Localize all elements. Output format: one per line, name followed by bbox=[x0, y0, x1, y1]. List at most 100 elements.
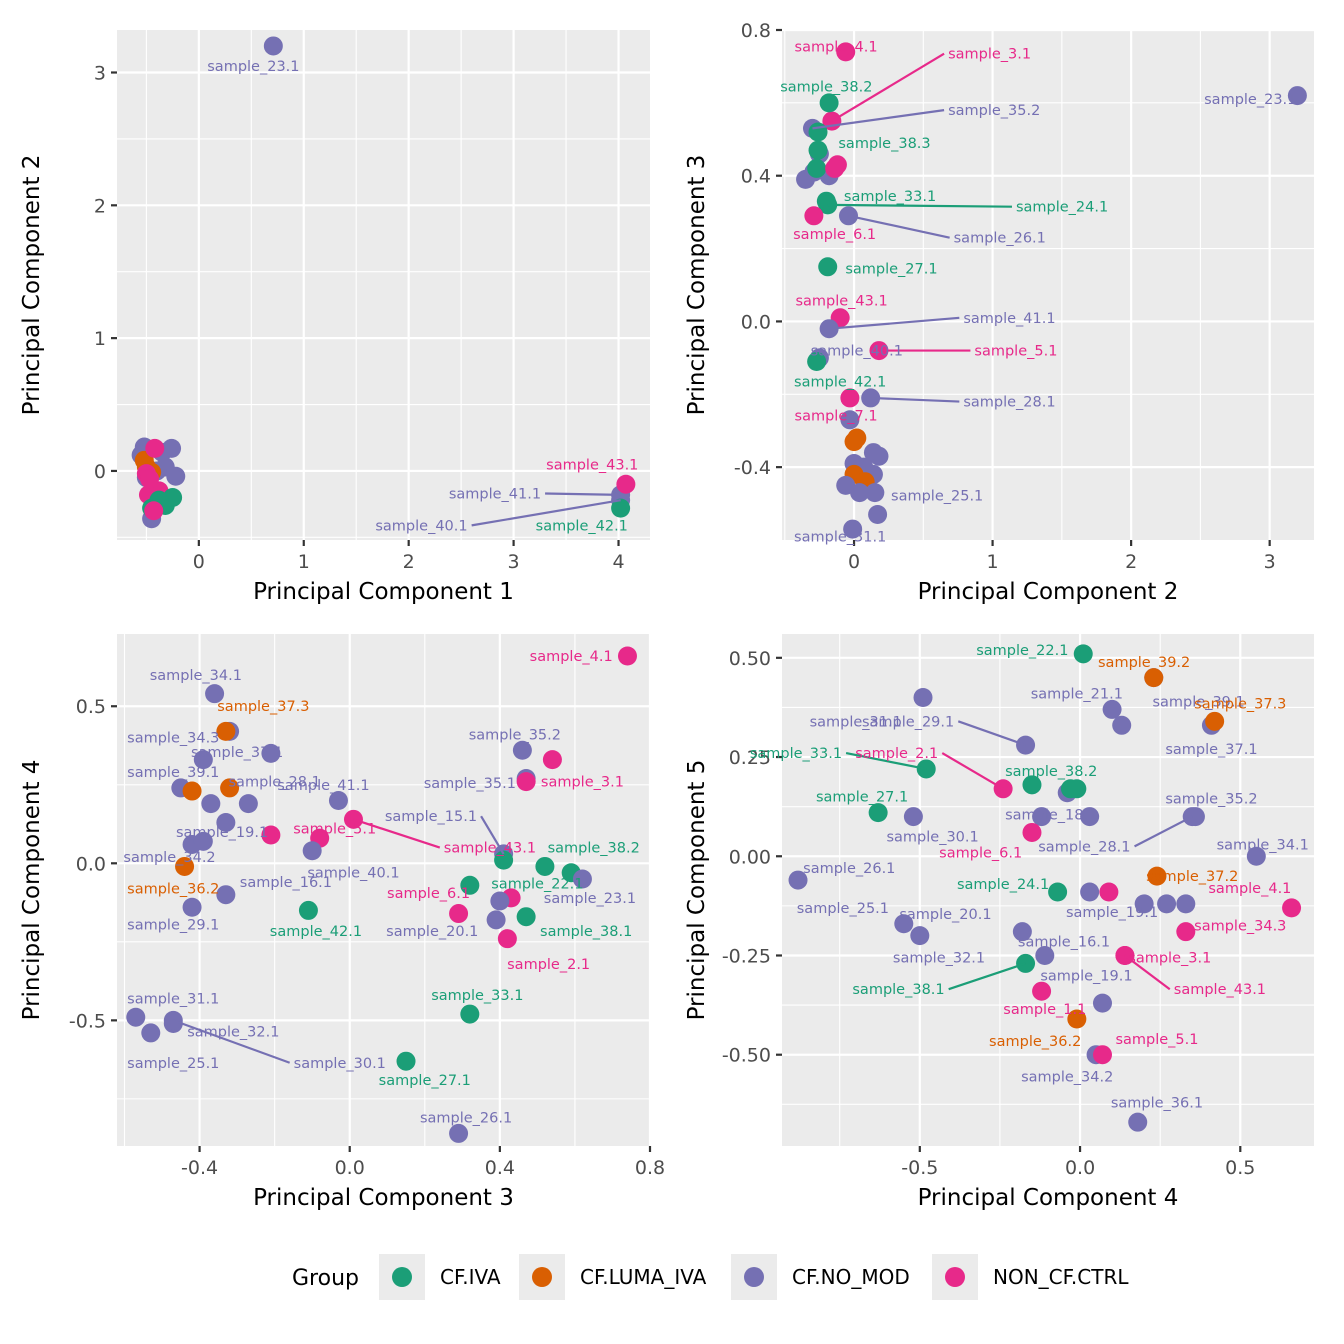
point-label: sample_34.2 bbox=[1021, 1070, 1113, 1086]
data-point bbox=[1287, 86, 1307, 106]
point-label: sample_19.1 bbox=[1040, 968, 1132, 984]
x-axis-title: Principal Component 4 bbox=[918, 1185, 1179, 1211]
label-segment bbox=[845, 751, 927, 771]
point-label: sample_36.2 bbox=[127, 881, 219, 897]
point-label: sample_6.1 bbox=[793, 227, 876, 243]
point-label: sample_2.1 bbox=[855, 746, 938, 762]
point-label: sample_28.1 bbox=[229, 775, 321, 791]
legend-item-cf-luma-iva: CF.LUMA_IVA bbox=[519, 1254, 707, 1300]
data-point bbox=[1080, 882, 1100, 902]
point-label: sample_40.1 bbox=[811, 344, 903, 360]
point-label: sample_7.1 bbox=[795, 408, 878, 424]
data-point bbox=[1246, 846, 1266, 866]
data-point bbox=[840, 388, 860, 408]
x-tick-label: 0.0 bbox=[335, 1157, 365, 1179]
data-point bbox=[850, 483, 870, 503]
panel-pc4-vs-pc5: -0.5 0.0 0.5 -0.50 -0.25 0.00 0.25 0.50 Principa… bbox=[684, 634, 1314, 1211]
data-point bbox=[238, 794, 258, 814]
data-point bbox=[1022, 775, 1042, 795]
data-point bbox=[1035, 945, 1055, 965]
point-label: sample_26.1 bbox=[803, 861, 895, 877]
point-label: sample_3.1 bbox=[948, 47, 1031, 63]
point-label: sample_39.1 bbox=[1152, 694, 1244, 710]
data-point bbox=[145, 438, 165, 458]
point-label: sample_25.1 bbox=[127, 1056, 219, 1072]
data-point bbox=[1144, 668, 1164, 688]
x-tick-label: 0 bbox=[193, 551, 205, 573]
point-label: sample_16.1 bbox=[240, 875, 332, 891]
data-point bbox=[808, 122, 828, 142]
y-tick-label: 2 bbox=[94, 195, 106, 217]
label-segment bbox=[848, 214, 950, 239]
plot-background bbox=[117, 30, 650, 540]
point-label: sample_40.1 bbox=[375, 518, 467, 534]
point-label: sample_42.1 bbox=[794, 375, 886, 391]
labels-layer: sample_4.1 sample_34.1 sample_37.3 sample_3… bbox=[123, 649, 639, 1127]
point-label: sample_4.1 bbox=[530, 649, 613, 665]
label-segment bbox=[471, 499, 621, 527]
point-label: sample_35.1 bbox=[424, 776, 516, 792]
data-point bbox=[396, 1051, 416, 1071]
y-tick-label: 0.25 bbox=[729, 747, 771, 769]
data-point bbox=[807, 158, 827, 178]
data-point bbox=[512, 740, 532, 760]
data-point bbox=[175, 856, 195, 876]
x-tick-label: 0 bbox=[848, 551, 860, 573]
point-label: sample_37.1 bbox=[191, 745, 283, 761]
data-point bbox=[126, 1007, 146, 1027]
point-label: sample_27.1 bbox=[816, 790, 908, 806]
data-point bbox=[1022, 822, 1042, 842]
legend: Group CF.IVA CF.LUMA_IVA CF.NO_MOD NON_C… bbox=[292, 1254, 1129, 1300]
data-point bbox=[825, 158, 845, 178]
point-label: sample_38.3 bbox=[838, 136, 930, 152]
point-label: sample_37.2 bbox=[1146, 869, 1238, 885]
labels-layer: sample_22.1sample_39.2sample_31.1sample_… bbox=[750, 643, 1309, 1111]
x-tick-label: -0.5 bbox=[901, 1157, 938, 1179]
point-label: sample_43.1 bbox=[444, 841, 536, 857]
label-segment bbox=[827, 203, 1012, 208]
y-tick-label: 3 bbox=[94, 63, 106, 85]
data-point bbox=[1032, 981, 1052, 1001]
point-label: sample_35.2 bbox=[1165, 792, 1257, 808]
point-label: sample_26.1 bbox=[420, 1111, 512, 1127]
data-point bbox=[1012, 922, 1032, 942]
data-point bbox=[1099, 882, 1119, 902]
data-point bbox=[1048, 882, 1068, 902]
point-label: sample_34.3 bbox=[1194, 919, 1286, 935]
point-label: sample_33.1 bbox=[750, 746, 842, 762]
data-point bbox=[910, 926, 930, 946]
labels-layer: sample_4.1 sample_3.1 sample_38.2 sample_35… bbox=[780, 39, 1296, 545]
data-point bbox=[804, 206, 824, 226]
point-label: sample_2.1 bbox=[507, 957, 590, 973]
point-label: sample_29.1 bbox=[862, 714, 954, 730]
data-point bbox=[216, 721, 236, 741]
point-label: sample_36.2 bbox=[989, 1034, 1081, 1050]
label-segment bbox=[480, 815, 505, 855]
y-tick-label: 0.50 bbox=[729, 648, 771, 670]
point-label: sample_34.1 bbox=[1217, 837, 1309, 853]
point-label: sample_15.1 bbox=[385, 809, 477, 825]
data-point bbox=[193, 831, 213, 851]
data-point bbox=[220, 778, 240, 798]
data-point bbox=[1205, 711, 1225, 731]
data-point bbox=[840, 410, 860, 430]
data-point bbox=[140, 469, 160, 489]
point-label: sample_24.1 bbox=[957, 877, 1049, 893]
data-point bbox=[1176, 894, 1196, 914]
data-point bbox=[844, 432, 864, 452]
data-point bbox=[263, 36, 283, 56]
data-point bbox=[611, 498, 631, 518]
data-point bbox=[868, 803, 888, 823]
point-label: sample_38.1 bbox=[540, 924, 632, 940]
point-label: sample_32.1 bbox=[187, 1024, 279, 1040]
point-label: sample_33.1 bbox=[431, 988, 523, 1004]
point-label: sample_30.1 bbox=[294, 1056, 386, 1072]
data-point bbox=[261, 825, 281, 845]
data-point bbox=[449, 904, 469, 924]
data-point bbox=[617, 646, 637, 666]
data-point bbox=[1112, 715, 1132, 735]
point-label: sample_37.3 bbox=[1194, 696, 1286, 712]
data-point bbox=[201, 794, 221, 814]
data-point bbox=[535, 856, 555, 876]
label-segment bbox=[870, 396, 960, 403]
